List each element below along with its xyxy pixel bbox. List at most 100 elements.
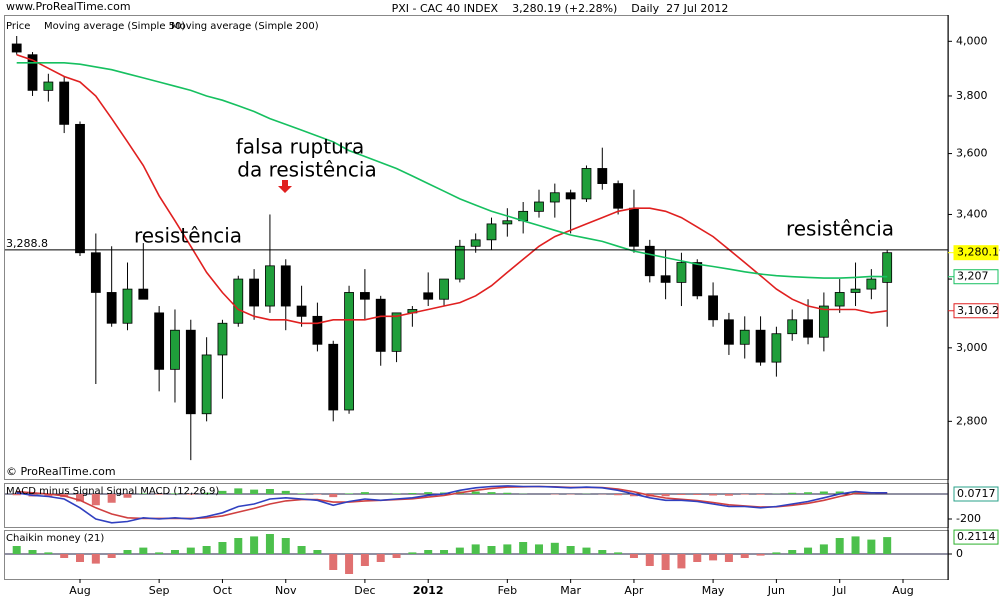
chaikin-tag: 0.2114 [957, 530, 996, 543]
macd-bar [297, 493, 306, 494]
candle-body [328, 343, 339, 411]
y-tick-label: 3,600 [956, 147, 988, 160]
candle-body [59, 81, 70, 125]
legend-entry: Moving average (Simple 200) [171, 21, 319, 32]
y-tick-label: 3,400 [956, 207, 988, 220]
candle-body [185, 329, 196, 415]
annotation: falsa ruptura [236, 135, 364, 159]
chaikin-bar [440, 550, 449, 554]
candle-body [708, 295, 718, 321]
macd-bar [76, 494, 85, 502]
candle-body [692, 262, 703, 297]
x-tick-label: Mar [560, 584, 581, 597]
macd-bar [392, 493, 401, 494]
chaikin-bar [313, 550, 322, 554]
chaikin-bar [44, 552, 53, 554]
macd-bar [170, 493, 179, 494]
chaikin-bar [170, 550, 179, 554]
macd-bar [360, 492, 369, 494]
y-tick-label: 2,800 [956, 414, 988, 427]
candle-body [803, 319, 813, 338]
legend-entry: MACD (12,26,9) [140, 486, 219, 497]
candle-body [312, 315, 323, 345]
macd-bar [788, 492, 797, 494]
candle-body [154, 312, 165, 370]
chaikin-bar [867, 539, 876, 554]
candle-body [11, 43, 22, 53]
candle-body [502, 220, 513, 225]
candle-body [581, 168, 592, 200]
y-tick-label: 3,000 [956, 341, 988, 354]
macd-bar [709, 494, 718, 496]
copyright: © ProRealTime.com [6, 465, 116, 478]
chaikin-bar [250, 536, 259, 554]
level-label: 3,288.8 [6, 237, 48, 250]
chaikin-bar [788, 550, 797, 554]
candle-body [787, 319, 798, 335]
annotation: da resistência [237, 158, 376, 182]
macd-line [16, 485, 888, 524]
x-tick-label: Aug [69, 584, 90, 597]
macd-bar [677, 494, 686, 495]
chaikin-bar [123, 550, 132, 554]
x-tick-label: May [702, 584, 725, 597]
macd-bar [202, 492, 211, 494]
candle-body [613, 183, 624, 209]
y-tick-label: 3,800 [956, 89, 988, 102]
macd-bar [614, 494, 623, 496]
candle-body [470, 239, 481, 247]
macd-bar [487, 492, 496, 494]
candle-body [834, 292, 845, 307]
macd-bar [661, 494, 670, 497]
annotation: resistência [134, 224, 242, 248]
macd-bar [218, 490, 227, 494]
chaikin-bar [360, 554, 369, 566]
macd-bar [756, 494, 765, 495]
candle-body [43, 81, 54, 91]
chaikin-bar [408, 552, 417, 554]
arrow [278, 180, 292, 193]
legend-price: Price [6, 21, 30, 32]
macd-bar [629, 494, 638, 497]
chaikin-bar [12, 546, 21, 554]
x-tick-label: Nov [275, 584, 297, 597]
macd-tag-box [953, 486, 999, 502]
chaikin-bar [883, 537, 892, 554]
chaikin-bar [756, 554, 765, 556]
chart-title: PXI - CAC 40 INDEX 3,280.19 (+2.28%) Dai… [392, 2, 729, 15]
chaikin-bar [851, 536, 860, 554]
macd-bar [250, 489, 259, 494]
macd-bar [471, 491, 480, 494]
candle-body [265, 265, 275, 307]
chaikin-bar [582, 547, 591, 554]
chaikin-bar [819, 544, 828, 554]
legend-entry: Signal [106, 486, 137, 497]
candle-body [882, 252, 893, 283]
candle-body [249, 278, 260, 307]
chaikin-bar [186, 547, 195, 554]
candle-body [170, 329, 180, 370]
chaikin-bar [772, 552, 781, 554]
macd-bar [819, 491, 828, 494]
x-tick-label: Apr [624, 584, 644, 597]
candle-body [565, 192, 576, 200]
chaikin-bar [297, 546, 306, 554]
candle-body [359, 292, 370, 300]
chaikin-bar [598, 550, 607, 554]
candle-body [138, 288, 149, 300]
candle-body [217, 322, 228, 356]
macd-bar [313, 494, 322, 495]
candle-body [724, 319, 734, 345]
macd-bar [186, 494, 195, 495]
candle-body [344, 292, 354, 411]
chaikin-bar [265, 534, 274, 554]
chaikin-bar [693, 554, 702, 562]
macd-bar [345, 493, 354, 494]
chaikin-bar [519, 542, 528, 554]
macd-bar [44, 494, 53, 497]
legend-entry: Moving average (Simple 50) [44, 21, 185, 32]
macd-bar [724, 494, 733, 496]
chaikin-bar [424, 550, 433, 554]
candle-body [280, 265, 291, 307]
